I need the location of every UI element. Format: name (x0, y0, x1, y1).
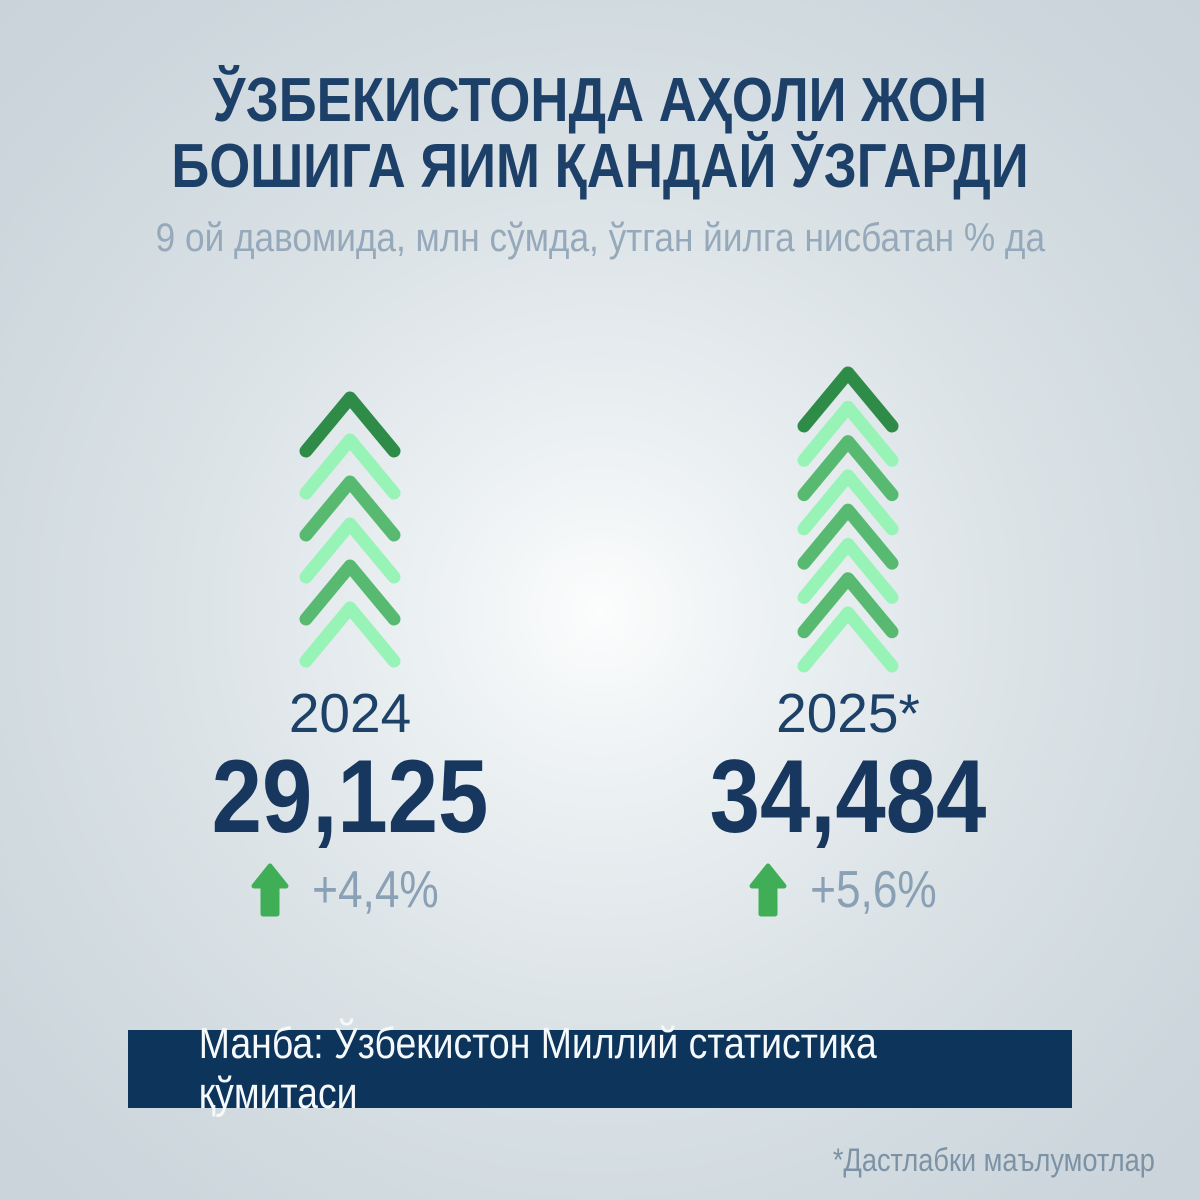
change-row-2025: +5,6% (628, 858, 1068, 922)
chevron-icon (797, 469, 899, 536)
chevron-icon (299, 601, 401, 668)
chevron-icon (797, 366, 899, 433)
source-text: Манба: Ўзбекистон Миллий статистика қўми… (198, 1019, 877, 1118)
year-label-2025: 2025* (776, 682, 920, 744)
chevron-icon (797, 503, 899, 570)
chevron-icon (299, 475, 401, 542)
header: ЎЗБЕКИСТОНДА АҲОЛИ ЖОН БОШИГА ЯИМ ҚАНДАЙ… (0, 68, 1200, 261)
subtitle: 9 ой давомида, млн сўмда, ўтган йилга ни… (155, 216, 1045, 260)
chevron-icon (797, 537, 899, 604)
page-title: ЎЗБЕКИСТОНДА АҲОЛИ ЖОН БОШИГА ЯИМ ҚАНДАЙ… (0, 68, 1200, 200)
chevron-icon (797, 400, 899, 467)
chevron-icon (299, 517, 401, 584)
change-row-2024: +4,4% (130, 858, 570, 922)
title-line-2: БОШИГА ЯИМ ҚАНДАЙ ЎЗГАРДИ (171, 132, 1029, 201)
chevron-icon (797, 606, 899, 673)
value-2024: 29,125 (211, 739, 489, 855)
footnote: *Дастлабки маълумотлар (832, 1142, 1155, 1178)
up-arrow-icon (251, 863, 289, 917)
source-bar: Манба: Ўзбекистон Миллий статистика қўми… (128, 1019, 1072, 1118)
change-percent-2024: +4,4% (311, 861, 439, 919)
value-2025: 34,484 (709, 739, 987, 855)
chevron-icon (299, 559, 401, 626)
title-line-1: ЎЗБЕКИСТОНДА АҲОЛИ ЖОН (212, 66, 988, 135)
chevron-icon (299, 391, 401, 458)
chevron-icon (299, 433, 401, 500)
change-percent-2025: +5,6% (809, 861, 937, 919)
chevron-icon (797, 572, 899, 639)
up-arrow-icon (749, 863, 787, 917)
chevron-icon (797, 435, 899, 502)
year-label-2024: 2024 (288, 682, 412, 744)
